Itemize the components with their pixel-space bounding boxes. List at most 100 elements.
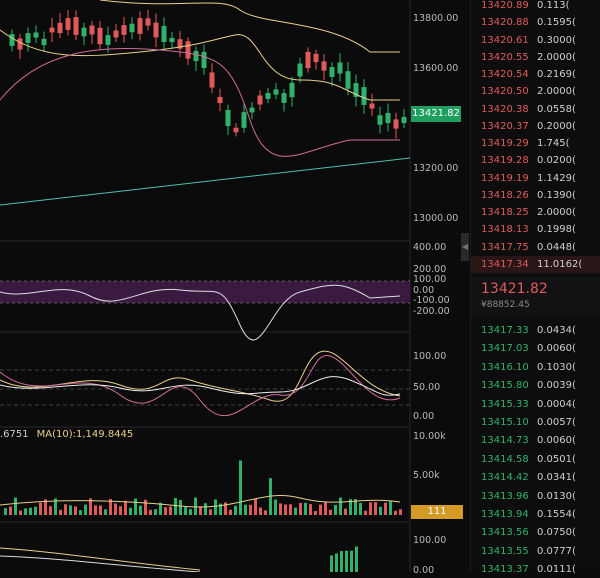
cci-band: [0, 281, 410, 303]
bid-row[interactable]: 13413.37 0.0111(: [471, 561, 600, 578]
volume-bar: [234, 505, 237, 515]
volume-bar: [219, 503, 222, 515]
bid-row[interactable]: 13415.80 0.0039(: [471, 377, 600, 394]
candle-body: [105, 35, 111, 45]
bid-quantity: 0.0341(: [537, 472, 576, 484]
ask-row[interactable]: 13420.55 2.0000(: [471, 49, 600, 66]
bid-price: 13414.73: [481, 435, 529, 447]
volume-bar: [274, 499, 277, 515]
ask-quantity: 0.1595(: [537, 17, 576, 29]
volume-bar: [334, 504, 337, 515]
ask-row[interactable]: 13418.25 2.0000(: [471, 204, 600, 221]
candle-body: [305, 51, 311, 69]
bid-row[interactable]: 13413.55 0.0777(: [471, 543, 600, 560]
ask-quantity: 0.2000(: [537, 120, 576, 132]
ask-quantity: 0.0558(: [537, 103, 576, 115]
bid-price: 13415.33: [481, 398, 529, 410]
bid-price: 13414.42: [481, 472, 529, 484]
volume-bar: [129, 507, 132, 515]
ask-row[interactable]: 13417.75 0.0448(: [471, 239, 600, 256]
ask-row[interactable]: 13420.88 0.1595(: [471, 14, 600, 31]
bid-row[interactable]: 13414.73 0.0060(: [471, 432, 600, 449]
bid-row[interactable]: 13414.58 0.0501(: [471, 451, 600, 468]
ask-price: 13417.34: [481, 258, 529, 270]
volume-bar: [29, 507, 32, 515]
volume-bar: [194, 497, 197, 515]
bottom-line: [0, 555, 201, 572]
ask-row[interactable]: 13417.34 11.0162(: [471, 255, 600, 273]
panel-collapse-handle[interactable]: ◀: [461, 233, 469, 261]
kdj-axis-label: 100.00: [413, 351, 447, 362]
ask-row[interactable]: 13418.13 0.1998(: [471, 221, 600, 238]
ask-row[interactable]: 13420.61 0.3000(: [471, 32, 600, 49]
volume-bar: [44, 499, 47, 515]
volume-bar: [104, 509, 107, 515]
volume-bar: [99, 505, 102, 515]
ask-price: 13418.13: [481, 224, 529, 236]
bid-row[interactable]: 13415.33 0.0004(: [471, 396, 600, 413]
ask-row[interactable]: 13418.26 0.1390(: [471, 187, 600, 204]
ask-row[interactable]: 13420.54 0.2169(: [471, 66, 600, 83]
bid-quantity: 0.0039(: [537, 380, 576, 392]
candle-body: [273, 89, 279, 95]
candle-body: [9, 34, 15, 46]
bid-row[interactable]: 13414.42 0.0341(: [471, 469, 600, 486]
ask-row[interactable]: 13420.89 0.113(: [471, 0, 600, 14]
ask-price: 13420.37: [481, 120, 529, 132]
order-book: 13420.89 0.113( 13420.88 0.1595( 13420.61 0.…: [470, 0, 600, 575]
ask-row[interactable]: 13420.37 0.2000(: [471, 118, 600, 135]
ask-row[interactable]: 13419.29 1.745(: [471, 135, 600, 152]
volume-bar: [304, 502, 307, 515]
volume-bar: [79, 510, 82, 515]
volume-bar: [284, 504, 287, 515]
ask-row[interactable]: 13420.38 0.0558(: [471, 101, 600, 118]
candle-body: [313, 53, 319, 63]
candle-body: [297, 63, 303, 77]
volume-bar: [394, 510, 397, 515]
ask-price: 13420.88: [481, 17, 529, 29]
volume-bar: [289, 504, 292, 515]
bid-quantity: 0.0130(: [537, 490, 576, 502]
bid-row[interactable]: 13413.56 0.0750(: [471, 524, 600, 541]
bid-row[interactable]: 13415.10 0.0057(: [471, 414, 600, 431]
bid-row[interactable]: 13413.94 0.1554(: [471, 506, 600, 523]
volume-bar: [359, 503, 362, 515]
chart-area[interactable]: 13800.00 13600.00 13421.82 13200.00 1300…: [0, 0, 470, 576]
volume-bar: [59, 509, 62, 515]
candle-body: [89, 25, 95, 35]
bid-quantity: 0.0057(: [537, 417, 576, 428]
ask-quantity: 1.745(: [537, 138, 570, 149]
volume-bar: [379, 506, 382, 515]
candle-body: [73, 17, 79, 35]
candle-body: [241, 112, 247, 128]
ma-legend: .6751 MA(10):1,149.8445: [0, 428, 133, 442]
ask-price: 13418.26: [481, 189, 529, 201]
candle-body: [257, 95, 263, 105]
bid-row[interactable]: 13417.03 0.0060(: [471, 340, 600, 357]
volume-bar: [89, 498, 92, 515]
last-price-cny: ¥88852.45: [481, 300, 530, 310]
bid-row[interactable]: 13413.96 0.0130(: [471, 488, 600, 505]
ask-row[interactable]: 13420.50 2.0000(: [471, 83, 600, 100]
ask-row[interactable]: 13419.28 0.0200(: [471, 152, 600, 169]
bid-price: 13414.58: [481, 453, 529, 465]
volume-bar: [189, 509, 192, 515]
volume-bar: [329, 509, 332, 515]
bid-row[interactable]: 13417.33 0.0434(: [471, 322, 600, 339]
bid-row[interactable]: 13416.10 0.1030(: [471, 359, 600, 376]
bollinger-upper: [0, 29, 400, 101]
ask-row[interactable]: 13419.19 1.1429(: [471, 170, 600, 187]
ask-quantity: 0.2169(: [537, 69, 576, 80]
candle-body: [321, 61, 327, 71]
candlestick-chart[interactable]: [0, 0, 470, 572]
ask-quantity: 2.0000(: [537, 86, 576, 98]
ma-legend-value: .6751: [0, 429, 29, 440]
candle-body: [281, 93, 287, 103]
bollinger-lower: [0, 48, 400, 157]
candle-body: [41, 38, 47, 46]
volume-bar: [369, 502, 372, 515]
candle-body: [137, 18, 143, 34]
cci-axis-label: 100.00: [413, 274, 447, 285]
volume-bar: [74, 506, 77, 515]
price-axis-label: 13800.00: [413, 13, 459, 24]
